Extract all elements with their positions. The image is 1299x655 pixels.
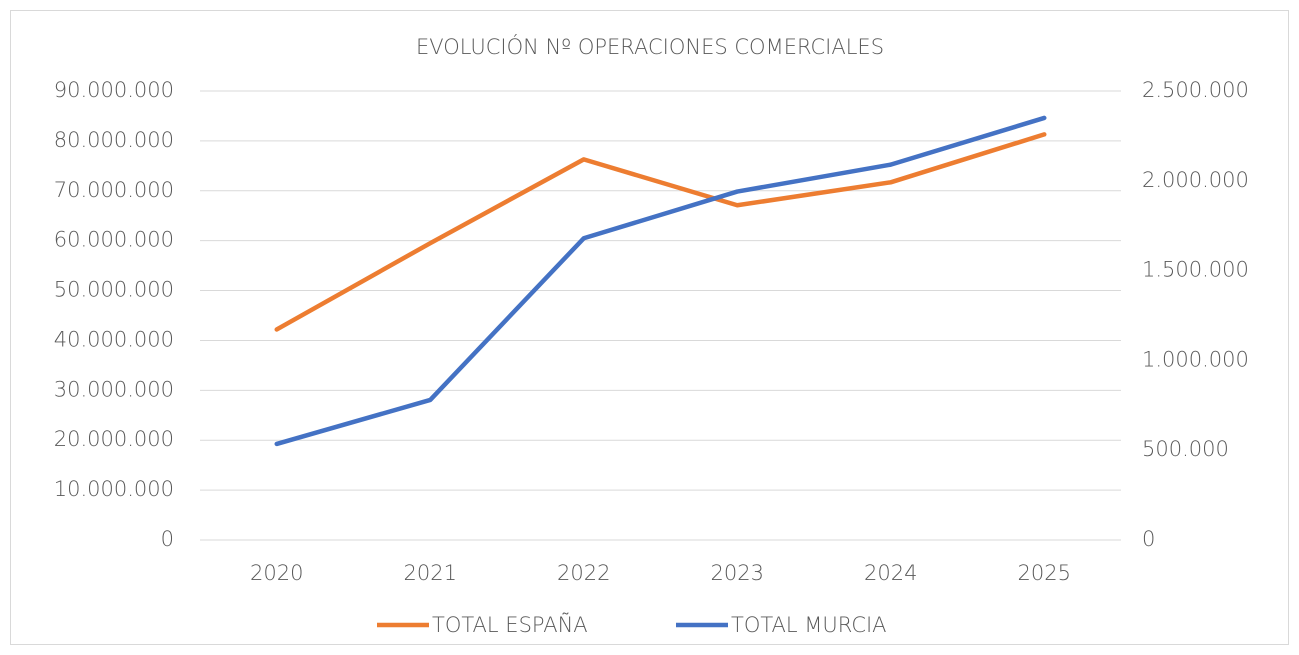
y-tick-label: 30.000.000 (54, 377, 174, 401)
y-tick-label: 70.000.000 (54, 178, 174, 202)
y2-tick-label: 2.500.000 (1142, 78, 1249, 102)
y-tick-label: 60.000.000 (54, 228, 174, 252)
legend-label: TOTAL MURCIA (731, 613, 887, 637)
series-line (274, 115, 1047, 447)
x-tick-label: 2022 (557, 561, 610, 585)
y-tick-label: 80.000.000 (54, 128, 174, 152)
y2-tick-label: 500.000 (1142, 437, 1229, 461)
y-tick-label: 0 (161, 527, 174, 551)
y2-tick-label: 0 (1142, 527, 1155, 551)
y-tick-label: 10.000.000 (54, 477, 174, 501)
x-tick-label: 2023 (711, 561, 764, 585)
y2-tick-label: 2.000.000 (1142, 168, 1249, 192)
x-tick-label: 2025 (1018, 561, 1071, 585)
x-tick-label: 2024 (864, 561, 917, 585)
legend-label: TOTAL ESPAÑA (432, 612, 588, 637)
y-tick-label: 50.000.000 (54, 278, 174, 302)
y2-tick-label: 1.000.000 (1142, 347, 1249, 371)
x-tick-label: 2021 (404, 561, 457, 585)
y2-tick-label: 1.500.000 (1142, 258, 1249, 282)
chart-title: EVOLUCIÓN Nº OPERACIONES COMERCIALES (416, 34, 884, 59)
y-tick-label: 40.000.000 (54, 327, 174, 351)
series-line (274, 132, 1047, 332)
y-tick-label: 20.000.000 (54, 427, 174, 451)
chart-frame (10, 10, 1289, 645)
x-tick-label: 2020 (250, 561, 303, 585)
y-tick-label: 90.000.000 (54, 78, 174, 102)
